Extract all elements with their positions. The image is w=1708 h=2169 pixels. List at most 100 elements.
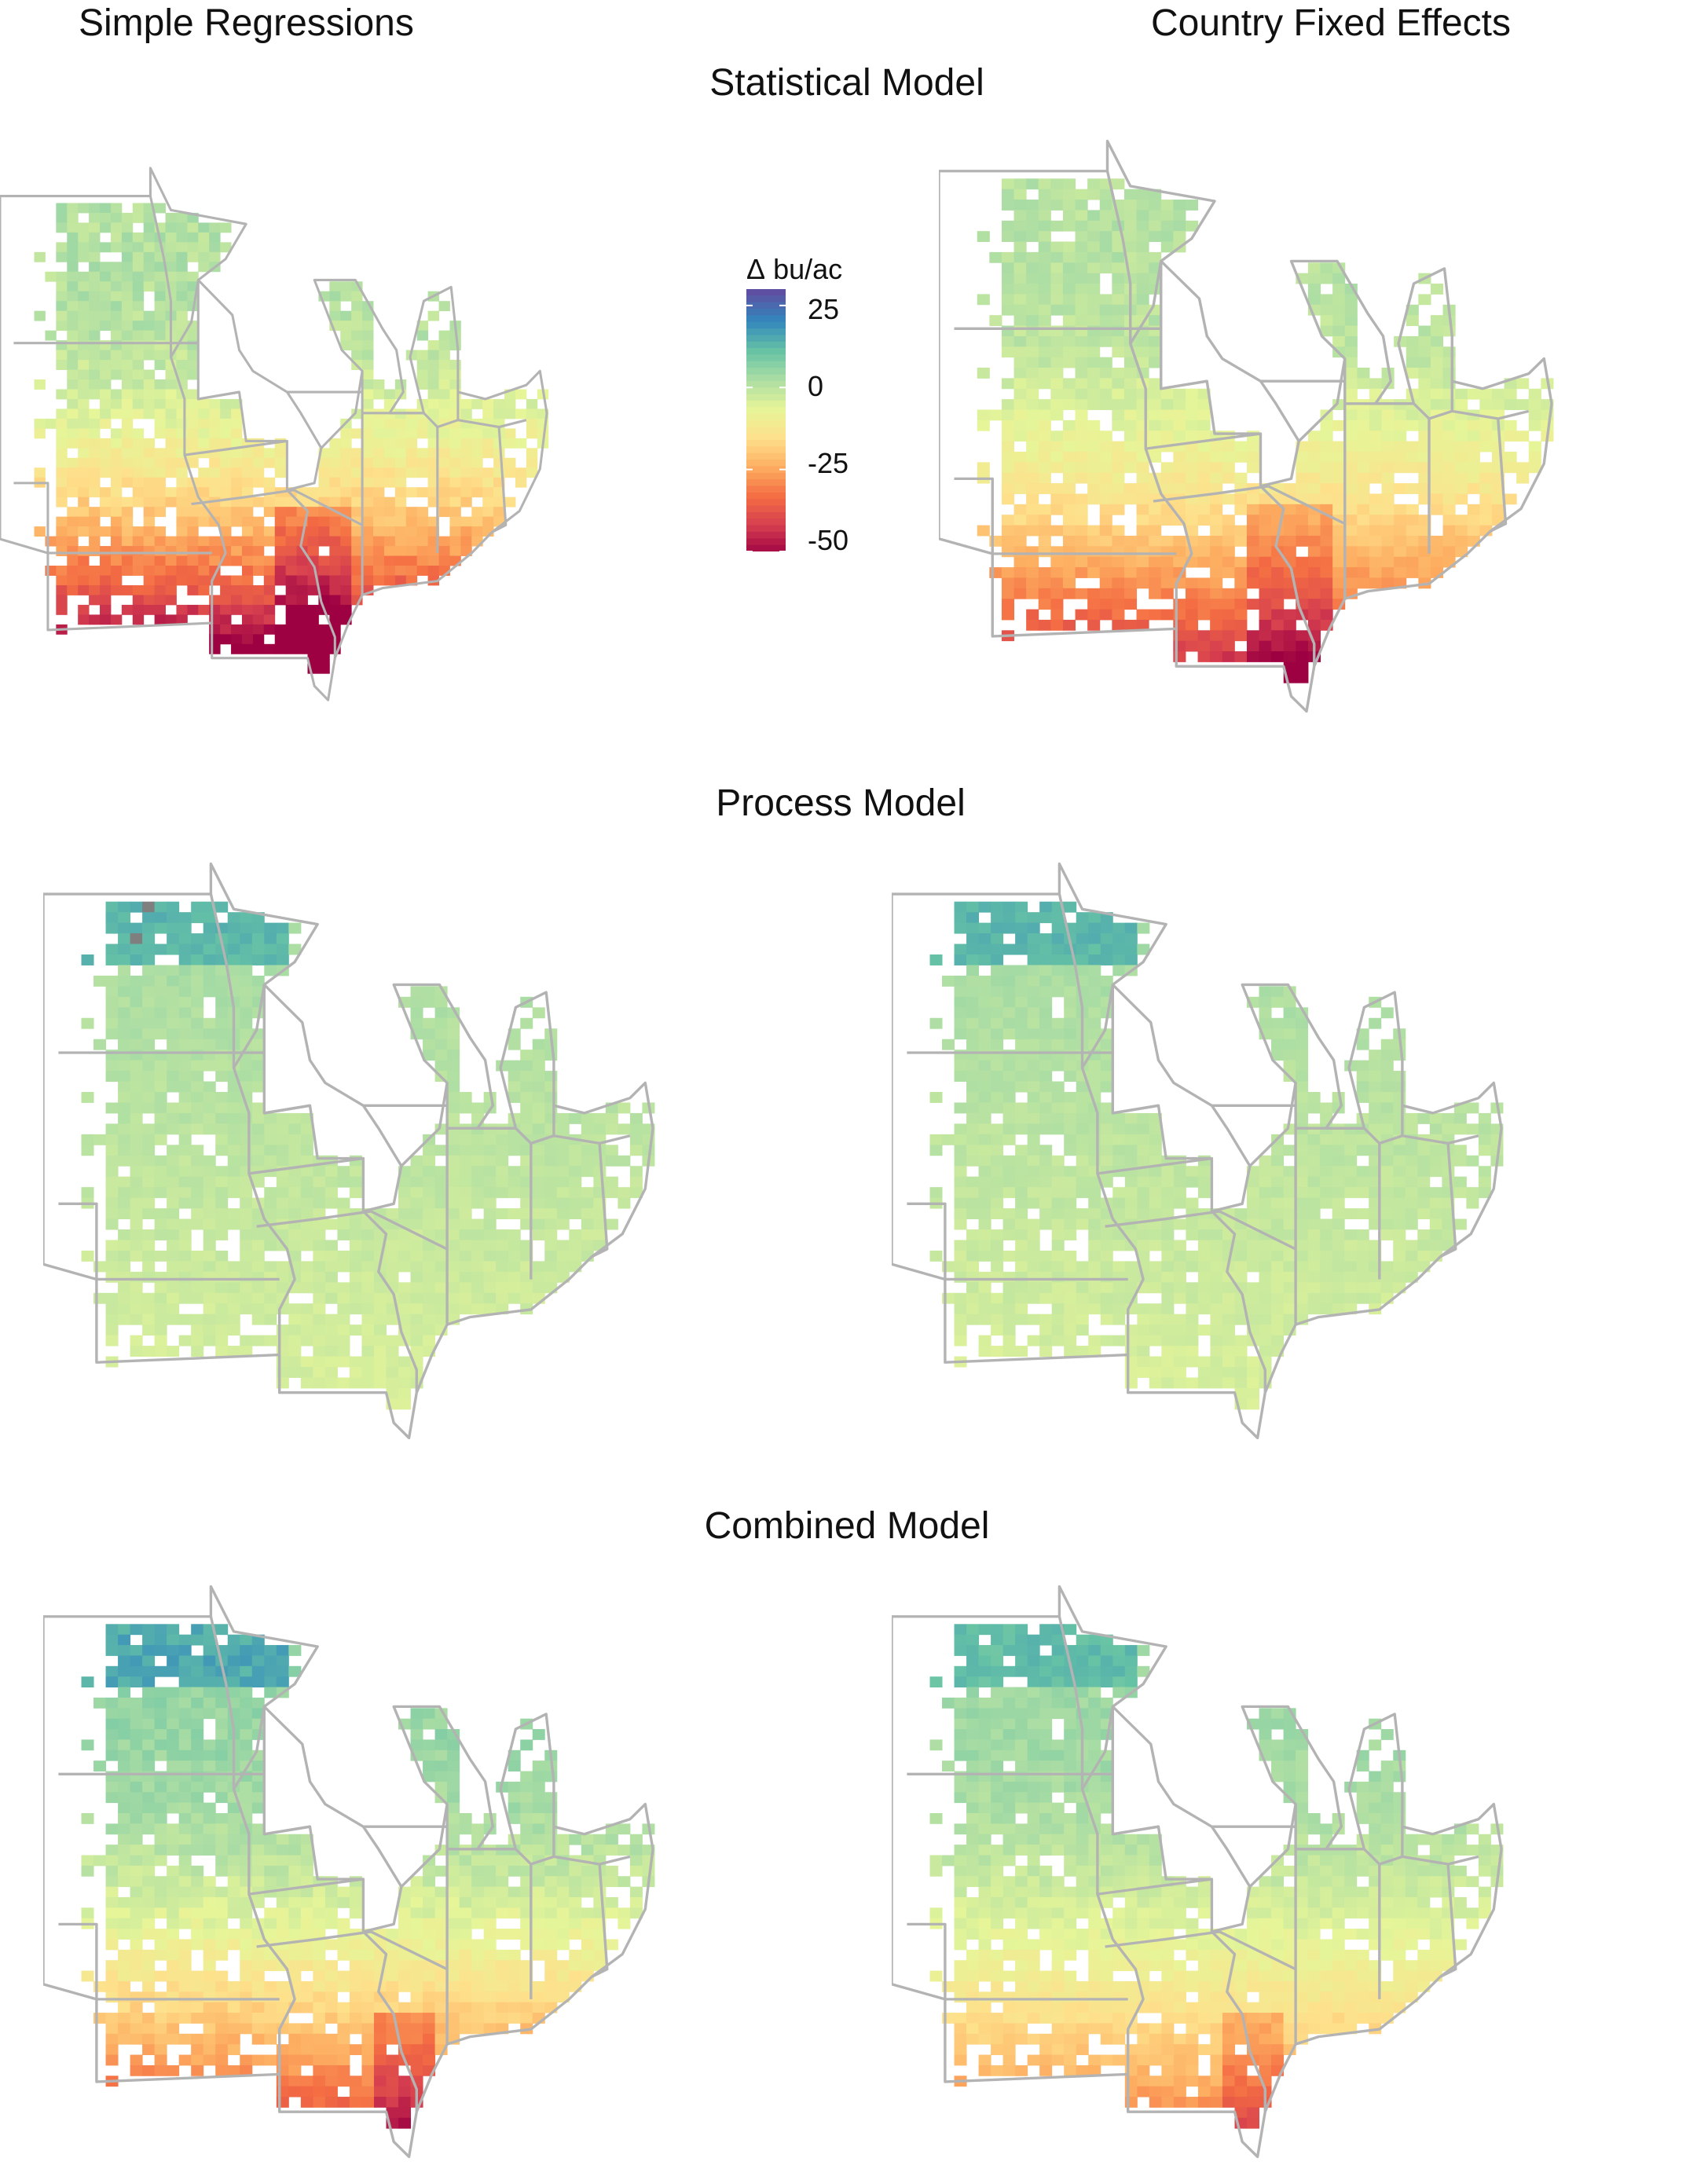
county-cell xyxy=(1002,1060,1016,1072)
county-cell xyxy=(313,1356,326,1368)
county-cell xyxy=(447,1092,460,1103)
county-cell xyxy=(361,1377,375,1389)
county-cell xyxy=(1344,294,1358,306)
county-cell xyxy=(56,271,68,282)
county-cell xyxy=(203,1687,216,1698)
county-cell xyxy=(1234,599,1248,610)
county-cell xyxy=(78,321,90,332)
state-border xyxy=(1490,418,1508,533)
county-cell xyxy=(121,360,134,370)
county-cell xyxy=(1369,1092,1382,1103)
county-cell xyxy=(1491,451,1505,463)
county-cell xyxy=(1112,178,1125,190)
county-cell xyxy=(1393,1050,1406,1061)
county-cell xyxy=(349,1292,362,1304)
county-cell xyxy=(1050,441,1064,452)
county-cell xyxy=(178,1092,192,1103)
county-cell xyxy=(1087,493,1101,505)
county-cell xyxy=(78,222,90,233)
county-cell xyxy=(89,575,101,586)
county-cell xyxy=(977,462,990,474)
county-cell xyxy=(251,1271,265,1283)
county-cell xyxy=(1455,399,1468,410)
county-cell xyxy=(167,1771,180,1782)
county-cell xyxy=(1039,1250,1053,1262)
county-cell xyxy=(227,1092,240,1103)
county-cell xyxy=(67,350,79,361)
county-map xyxy=(892,862,1504,1440)
county-cell xyxy=(121,222,134,233)
county-cell xyxy=(241,604,254,615)
county-cell xyxy=(1369,504,1383,515)
county-cell xyxy=(176,467,188,478)
county-cell xyxy=(1455,431,1468,442)
county-cell xyxy=(142,901,156,913)
county-cell xyxy=(209,546,221,556)
county-cell xyxy=(220,398,232,409)
county-cell xyxy=(1478,1112,1491,1124)
county-cell xyxy=(349,1367,362,1378)
county-cell xyxy=(187,360,199,370)
county-cell xyxy=(1015,1166,1028,1178)
county-cell xyxy=(78,614,90,625)
county-cell xyxy=(100,448,112,459)
county-cell xyxy=(978,1240,991,1251)
county-cell xyxy=(1050,251,1064,263)
county-cell xyxy=(100,379,112,390)
county-cell xyxy=(89,350,101,361)
county-cell xyxy=(1013,515,1027,526)
county-cell xyxy=(1088,1155,1101,1167)
county-cell xyxy=(130,901,143,913)
county-cell xyxy=(1099,546,1112,558)
county-cell xyxy=(1099,200,1112,211)
county-cell xyxy=(264,1112,277,1124)
county-cell xyxy=(447,1208,460,1220)
county-cell xyxy=(1405,1145,1418,1156)
county-cell xyxy=(231,634,243,645)
county-cell xyxy=(203,1112,216,1124)
county-cell xyxy=(394,555,407,566)
county-cell xyxy=(251,975,265,987)
county-cell xyxy=(1246,493,1260,505)
county-cell xyxy=(1075,368,1088,379)
county-cell xyxy=(1406,504,1419,515)
county-cell xyxy=(203,1060,216,1072)
county-cell xyxy=(121,477,134,488)
county-cell xyxy=(276,1134,289,1145)
county-cell xyxy=(167,965,180,976)
county-cell xyxy=(1369,535,1383,547)
county-cell xyxy=(1246,599,1260,610)
county-cell xyxy=(1013,273,1027,284)
county-cell xyxy=(215,1039,229,1050)
county-cell xyxy=(241,595,254,606)
county-cell xyxy=(1369,1071,1382,1083)
county-cell xyxy=(1026,315,1039,326)
county-cell xyxy=(1039,1324,1053,1336)
county-cell xyxy=(105,1645,119,1656)
county-cell xyxy=(1467,441,1480,452)
county-cell xyxy=(300,1303,313,1315)
county-cell xyxy=(110,555,123,566)
county-cell xyxy=(1002,922,1016,934)
county-cell xyxy=(1429,1187,1442,1199)
county-cell xyxy=(154,1708,167,1720)
county-cell xyxy=(1307,1092,1321,1103)
county-cell xyxy=(337,1377,350,1389)
county-cell xyxy=(34,526,46,537)
county-cell xyxy=(1039,1313,1053,1325)
county-cell xyxy=(100,409,112,420)
county-cell xyxy=(240,1292,253,1304)
county-cell xyxy=(434,1261,448,1273)
county-cell xyxy=(105,1697,119,1709)
county-cell xyxy=(203,986,216,998)
state-border xyxy=(256,1210,372,1228)
county-cell xyxy=(240,1303,253,1315)
county-cell xyxy=(556,1155,570,1167)
county-cell xyxy=(178,1781,192,1793)
county-cell xyxy=(361,1313,375,1325)
county-cell xyxy=(449,536,461,547)
county-cell xyxy=(423,1271,436,1283)
county-cell xyxy=(1222,535,1235,547)
county-cell xyxy=(966,965,980,976)
county-cell xyxy=(1062,200,1076,211)
